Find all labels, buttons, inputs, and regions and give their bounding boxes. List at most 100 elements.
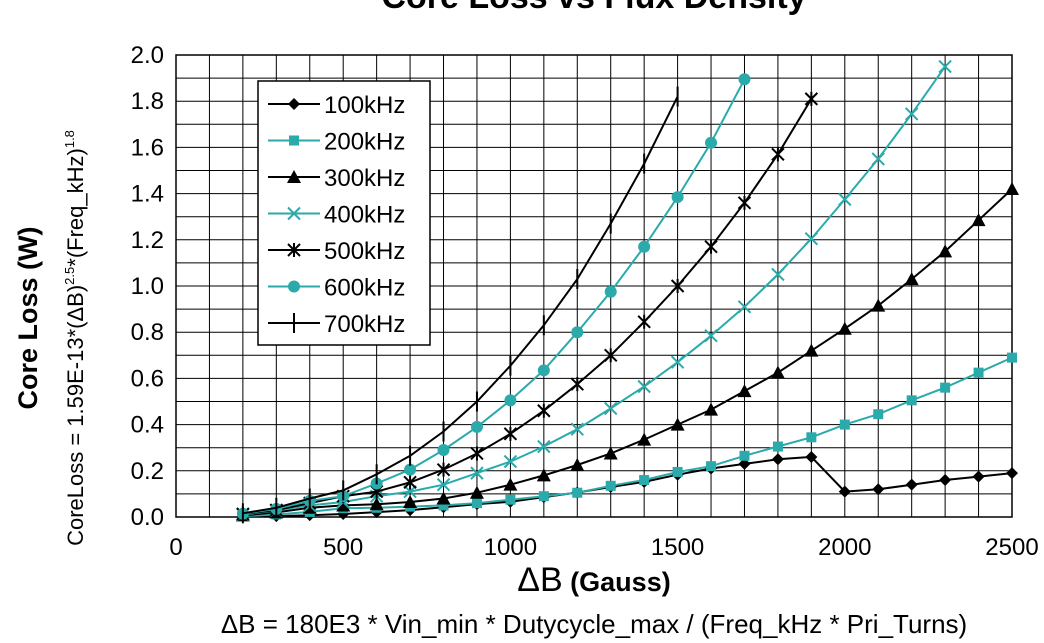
series-marker <box>670 355 685 369</box>
series-marker <box>1005 181 1019 195</box>
y-axis-label: Core Loss (W) <box>13 226 43 409</box>
series-marker <box>839 419 850 430</box>
y-tick-label: 0.4 <box>131 412 164 439</box>
series-marker <box>436 477 451 492</box>
series-marker <box>771 267 785 282</box>
series-marker <box>805 450 818 463</box>
legend-item: 300kHz <box>268 165 405 192</box>
x-axis-label-symbol: ΔB <box>517 561 562 599</box>
series-marker <box>737 195 752 210</box>
series-line <box>242 188 1013 517</box>
series-marker <box>939 474 952 487</box>
y-axis-formula: CoreLoss = 1.59E-13*(ΔB)2.5*(Freq_kHz)1.… <box>62 130 88 546</box>
series-marker <box>770 365 785 379</box>
series-marker <box>738 457 751 470</box>
series-marker <box>537 403 551 418</box>
series-marker <box>905 478 918 491</box>
series-marker <box>403 475 417 490</box>
legend-item: 200kHz <box>268 129 405 156</box>
series-marker <box>570 377 584 392</box>
series-marker <box>940 382 951 393</box>
series-marker <box>737 384 752 398</box>
x-tick-label: 2000 <box>818 534 871 561</box>
y-tick-label: 0.6 <box>131 365 164 392</box>
series-marker <box>537 439 551 454</box>
y-tick-label: 1.0 <box>131 273 164 300</box>
legend-item: 600kHz <box>268 275 405 302</box>
series-marker <box>672 466 683 477</box>
series-marker <box>403 494 418 508</box>
series-marker <box>872 483 885 496</box>
series-marker <box>570 458 585 472</box>
chart-title: Core Loss vs Flux Density <box>381 0 806 16</box>
series-marker <box>704 328 718 343</box>
series-marker <box>738 73 751 86</box>
y-tick-label: 0.2 <box>131 458 164 485</box>
series-marker <box>470 420 483 433</box>
series-marker <box>604 285 617 298</box>
series-marker <box>469 485 484 499</box>
series-marker <box>739 450 750 461</box>
series-marker <box>538 491 549 502</box>
series-marker <box>838 485 851 498</box>
series-marker <box>638 240 651 253</box>
series-marker <box>904 107 919 121</box>
series-marker <box>336 498 351 512</box>
series-marker <box>571 326 584 339</box>
series-marker <box>287 206 301 221</box>
series-marker <box>804 343 819 357</box>
series-700kHz <box>241 86 679 524</box>
series-marker <box>871 298 886 312</box>
series-marker <box>670 279 685 293</box>
series-line <box>242 66 946 516</box>
x-axis-ticks: 0 500 1000 1500 2000 2500 <box>169 534 1038 561</box>
y-tick-label: 1.2 <box>131 227 164 254</box>
series-line <box>242 78 746 515</box>
series-marker <box>1006 467 1018 480</box>
series-100kHz <box>236 450 1018 523</box>
x-tick-label: 0 <box>169 534 182 561</box>
x-tick-label: 500 <box>323 534 363 561</box>
series-300kHz <box>235 181 1019 522</box>
plot-border <box>175 54 1013 518</box>
series-marker <box>639 475 650 486</box>
legend-item: 500kHz <box>268 238 405 265</box>
series-marker <box>369 497 384 511</box>
series-marker <box>572 487 583 498</box>
y-tick-label: 2.0 <box>131 42 164 69</box>
x-axis-label-text: (Gauss) <box>563 567 671 597</box>
series-marker <box>570 422 584 436</box>
series-marker <box>287 170 301 183</box>
series-marker <box>605 480 616 491</box>
x-tick-label: 2500 <box>985 534 1038 561</box>
series-marker <box>904 272 919 286</box>
series-marker <box>637 379 651 394</box>
series-marker <box>536 468 551 482</box>
series-marker <box>437 444 450 457</box>
series-marker <box>906 395 917 406</box>
plot-frame <box>175 54 1013 518</box>
y-formula-exponent-1: 2.5 <box>62 267 77 285</box>
series-marker <box>670 417 685 431</box>
series-marker <box>972 470 985 483</box>
series-marker <box>471 498 482 509</box>
legend-label: 100kHz <box>324 92 405 119</box>
series-marker <box>470 466 484 480</box>
y-tick-label: 1.6 <box>131 134 164 161</box>
legend-label: 300kHz <box>324 165 405 192</box>
legend-item: 400kHz <box>268 202 405 229</box>
series-line <box>242 356 1013 518</box>
y-tick-label: 0.8 <box>131 319 164 346</box>
y-tick-label: 1.8 <box>131 88 164 115</box>
legend-item: 100kHz <box>268 92 405 119</box>
y-formula-part-2: *(Freq_kHz) <box>63 148 88 267</box>
series-marker <box>838 192 852 207</box>
legend-label: 500kHz <box>324 238 405 265</box>
series-marker <box>938 59 952 74</box>
series-marker <box>637 314 651 329</box>
series-marker <box>288 98 300 110</box>
series-marker <box>873 409 884 420</box>
series-marker <box>436 491 451 505</box>
series-marker <box>671 191 684 204</box>
